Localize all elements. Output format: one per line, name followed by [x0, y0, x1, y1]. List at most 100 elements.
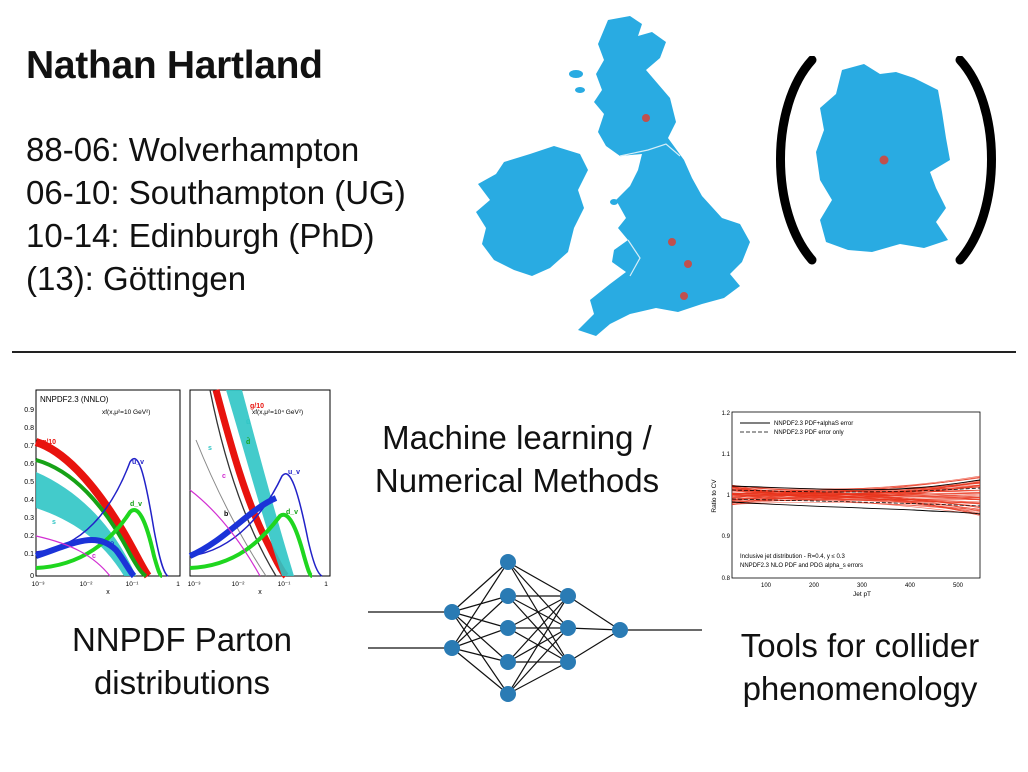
- curve-label: ū: [246, 419, 250, 426]
- y-tick-label: 0.5: [24, 479, 34, 486]
- scale-label: xf(x,μ²=10 GeV²): [102, 409, 150, 416]
- gray-curve: [195, 439, 267, 577]
- network-node: [500, 588, 516, 604]
- city-marker-gottingen: [879, 155, 889, 165]
- x-tick-label: 400: [905, 583, 916, 589]
- sea-band: [36, 472, 136, 576]
- region-border: [627, 239, 641, 277]
- green-band: [35, 458, 148, 578]
- legend-entry: NNPDF2.3 PDF+alphaS error: [774, 421, 853, 427]
- x-axis-label: x: [258, 589, 262, 596]
- curve-label: ū: [110, 541, 114, 548]
- network-edge: [507, 595, 569, 663]
- curve-label: u_v: [288, 469, 300, 476]
- replica-curve: [731, 483, 981, 490]
- x-tick-label: 10⁻²: [80, 581, 94, 588]
- caption-tools: Tools for collider phenomenology: [710, 624, 1010, 710]
- curve-label: g/10: [42, 439, 56, 446]
- city-marker-gottingen-proxy: [684, 260, 692, 268]
- curve-label: b: [224, 511, 228, 518]
- network-edge: [451, 611, 509, 629]
- curve-label: d̄: [246, 437, 250, 446]
- network-edge: [451, 595, 509, 649]
- y-tick-label: 0.8: [722, 576, 731, 582]
- x-tick-label: 500: [953, 583, 964, 589]
- y-tick-label: 0.6: [24, 461, 34, 468]
- network-edge: [507, 561, 569, 597]
- network-edge: [451, 611, 509, 695]
- replica-curve: [731, 487, 981, 503]
- plot-note: Inclusive jet distribution - R=0.4, y ≤ …: [740, 554, 846, 560]
- uv-curve: [35, 457, 169, 577]
- city-marker-wolverhampton: [668, 238, 676, 246]
- x-tick-label: 10⁻¹: [278, 581, 292, 588]
- caption-line: Tools for collider: [740, 627, 980, 664]
- great-britain-shape: [578, 16, 750, 336]
- ireland-shape: [476, 146, 588, 276]
- x-tick-label: 300: [857, 583, 868, 589]
- network-edge: [451, 611, 509, 663]
- network-node: [500, 654, 516, 670]
- network-node: [560, 620, 576, 636]
- plot-title: NNPDF2.3 (NNLO): [40, 395, 109, 404]
- dv-curve: [189, 512, 313, 578]
- scale-label: xf(x,μ²=10⁴ GeV²): [252, 409, 303, 416]
- x-tick-label: 100: [761, 583, 772, 589]
- network-edge: [567, 627, 621, 631]
- network-node: [444, 604, 460, 620]
- caption-line: Numerical Methods: [374, 462, 660, 499]
- pdf-plot-high-scale: xf(x,μ²=10⁴ GeV²) g/10 ū d̄ s c b u_v d_…: [188, 389, 331, 596]
- network-edge: [507, 595, 569, 629]
- network-edge: [507, 561, 569, 629]
- timeline: 88-06: Wolverhampton 06-10: Southampton …: [26, 128, 406, 300]
- curve-label: s: [52, 519, 56, 526]
- replica-curve: [731, 499, 981, 510]
- y-axis-label: Ratio to CV: [711, 479, 718, 513]
- network-edge: [567, 629, 621, 663]
- x-axis-label: Jet pT: [853, 591, 871, 598]
- caption-line: distributions: [93, 664, 271, 701]
- island-shape: [569, 70, 583, 78]
- caption-machine-learning: Machine learning / Numerical Methods: [352, 416, 682, 502]
- city-marker-southampton: [680, 292, 688, 300]
- region-border: [619, 143, 681, 157]
- y-tick-label: 0.2: [24, 533, 34, 540]
- curve-label: g/10: [250, 403, 264, 410]
- timeline-item: 88-06: Wolverhampton: [26, 131, 360, 168]
- x-tick-label: 10⁻³: [188, 581, 202, 588]
- x-axis-label: x: [106, 589, 110, 596]
- curve-label: d_v: [130, 501, 142, 508]
- ratio-upper-edge: [731, 479, 981, 491]
- island-shape: [610, 199, 618, 205]
- legend-entry: NNPDF2.3 PDF error only: [774, 430, 844, 436]
- pdf-plot-low-scale: 0.9 0.8 0.7 0.6 0.5 0.4 0.3 0.2 0.1 0 NN…: [24, 389, 181, 596]
- network-node: [612, 622, 628, 638]
- network-edge: [451, 561, 509, 613]
- network-edge: [451, 647, 509, 663]
- caption-line: NNPDF Parton: [71, 621, 293, 658]
- ratio-lower-edge: [731, 501, 981, 515]
- x-tick-label: 10⁻¹: [126, 581, 140, 588]
- y-tick-label: 0.9: [24, 407, 34, 414]
- network-edge: [567, 595, 621, 631]
- ratio-plot: NNPDF2.3 PDF+alphaS error NNPDF2.3 PDF e…: [711, 411, 981, 598]
- y-tick-label: 0.9: [722, 534, 731, 540]
- blue-band: [35, 537, 137, 579]
- y-tick-label: 0.1: [24, 551, 34, 558]
- x-tick-label: 10⁻²: [232, 581, 246, 588]
- germany-map: [776, 56, 996, 265]
- uv-curve: [189, 473, 323, 577]
- timeline-item: 10-14: Edinburgh (PhD): [26, 217, 375, 254]
- y-tick-label: 0.8: [24, 425, 34, 432]
- gluon-band: [34, 438, 152, 579]
- network-node: [500, 554, 516, 570]
- caption-nnpdf: NNPDF Parton distributions: [40, 618, 324, 704]
- page-title: Nathan Hartland: [26, 44, 323, 87]
- ratio-band: [731, 475, 981, 516]
- city-marker-edinburgh: [642, 114, 650, 122]
- parenthesis-right: [955, 56, 996, 265]
- x-tick-label: 1: [176, 581, 180, 588]
- y-tick-label: 0.7: [24, 443, 34, 450]
- network-edge: [451, 647, 509, 695]
- section-divider: [12, 351, 1016, 353]
